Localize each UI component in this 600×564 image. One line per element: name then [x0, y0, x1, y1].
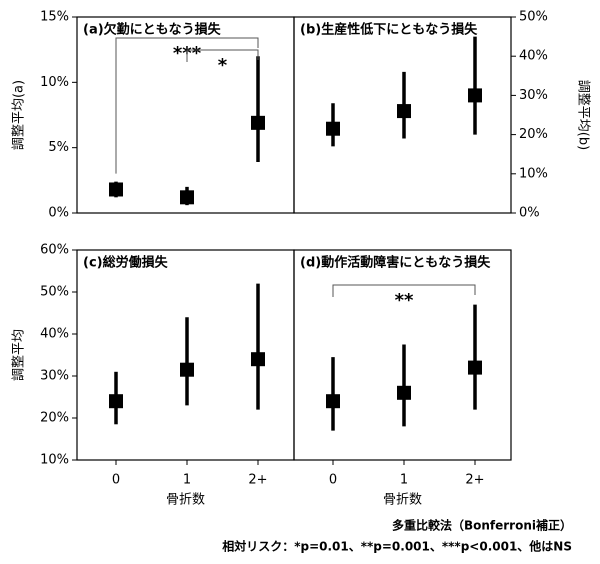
y-tick-label: 0% [48, 206, 69, 221]
panel-title: (d)動作活動障害にともなう損失 [300, 255, 491, 271]
y-tick-label: 40% [40, 327, 69, 342]
point [397, 104, 411, 119]
point [251, 352, 265, 367]
point [468, 88, 482, 103]
point [109, 182, 123, 197]
point [180, 362, 194, 377]
x-tick-label: 0 [329, 473, 337, 488]
y-tick-label: 50% [40, 285, 69, 300]
x-tick-label: 2+ [248, 473, 267, 488]
footnote: 相対リスク：*p=0.01、**p=0.001、***p<0.001、他はNS [222, 539, 572, 554]
y-axis-label: 調整平均 [12, 329, 27, 381]
y-tick-label: 50% [519, 10, 548, 25]
point [397, 385, 411, 400]
panel-title: (c)総労働損失 [83, 255, 169, 271]
y-tick-label: 20% [519, 127, 548, 142]
y-tick-label: 20% [40, 411, 69, 426]
x-axis-label: 骨折数 [383, 493, 422, 508]
significance-bracket [186, 49, 259, 62]
panel-title: (a)欠勤にともなう損失 [83, 22, 222, 38]
y-axis-label: 調整平均(a) [12, 80, 27, 150]
point [326, 121, 340, 136]
y-tick-label: 60% [40, 243, 69, 258]
point [468, 360, 482, 375]
y-axis-label: 調整平均(b) [576, 80, 591, 150]
x-tick-label: 1 [400, 473, 408, 488]
y-tick-label: 40% [519, 49, 548, 64]
point [251, 115, 265, 130]
y-tick-label: 0% [519, 206, 540, 221]
significance-bracket [332, 284, 476, 297]
point [109, 394, 123, 409]
y-tick-label: 15% [40, 10, 69, 25]
point [180, 190, 194, 205]
y-tick-label: 10% [40, 453, 69, 468]
footnote: 多重比較法（Bonferroni補正） [392, 518, 572, 533]
y-tick-label: 10% [40, 75, 69, 90]
significance-label: * [218, 55, 228, 76]
panel-frame [293, 249, 512, 461]
y-tick-label: 10% [519, 166, 548, 181]
y-tick-label: 5% [48, 140, 69, 155]
significance-label: ** [395, 290, 414, 311]
significance-bracket [115, 37, 259, 174]
x-tick-label: 2+ [465, 473, 484, 488]
x-tick-label: 1 [183, 473, 191, 488]
y-tick-label: 30% [40, 369, 69, 384]
x-axis-label: 骨折数 [166, 493, 205, 508]
panel-title: (b)生産性低下にともなう損失 [300, 22, 478, 38]
x-tick-label: 0 [112, 473, 120, 488]
point [326, 394, 340, 409]
y-tick-label: 30% [519, 88, 548, 103]
panel-frame [293, 16, 512, 214]
